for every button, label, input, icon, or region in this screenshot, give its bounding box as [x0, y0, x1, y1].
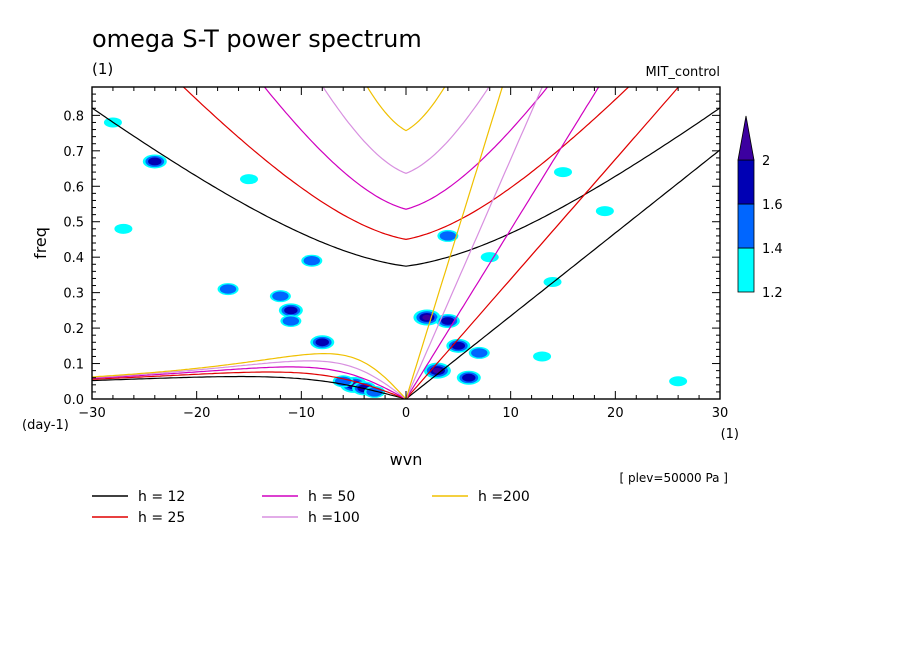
curve-rossby-h100: [92, 360, 407, 399]
curve-rossby-h50: [92, 366, 407, 399]
legend-label-h25: h = 25: [138, 510, 185, 526]
x-axis: −30 −20 −10 0 10 20 30: [78, 87, 728, 421]
spectral-peak-12-level-0: [114, 223, 133, 234]
curve-inertio-gravity-h100: [322, 87, 490, 174]
curve-inertio-gravity-h12: [92, 107, 720, 267]
x-axis-title: wvn: [390, 450, 423, 469]
x-tick-label: 20: [607, 406, 624, 421]
legend: h = 12 h = 25 h = 50 h =100 h =200: [92, 489, 530, 526]
x-tick-label: 10: [502, 406, 519, 421]
y-tick-label: 0.1: [63, 358, 84, 373]
curve-inertio-gravity-h50: [263, 87, 549, 210]
spectral-peak-21-level-0: [480, 252, 499, 263]
x-tick-label: −20: [183, 406, 210, 421]
spectral-peak-6-level-1: [282, 316, 300, 326]
y-tick-label: 0.3: [63, 287, 84, 302]
colorbar-label: 1.2: [762, 286, 783, 301]
x-unit-label: (1): [721, 427, 739, 442]
colorbar-label: 2: [762, 154, 770, 169]
y-tick-label: 0.4: [63, 251, 84, 266]
spectral-peak-9-level-1: [303, 256, 320, 266]
spectral-peak-8-level-2: [148, 157, 162, 166]
spectral-peak-19-level-1: [439, 231, 457, 241]
x-tick-label: 30: [712, 406, 729, 421]
spectral-peak-25-level-0: [669, 376, 688, 387]
legend-label-h200: h =200: [478, 489, 530, 505]
chart-title: omega S-T power spectrum: [92, 25, 422, 53]
legend-label-h12: h = 12: [138, 489, 185, 505]
y-tick-label: 0.0: [63, 393, 84, 408]
x-tick-label: −30: [78, 406, 105, 421]
spectral-peak-13-level-0: [240, 174, 258, 185]
plev-annotation: [ plev=50000 Pa ]: [619, 471, 728, 485]
x-tick-label: 0: [402, 406, 410, 421]
y-axis-title: freq: [31, 227, 50, 259]
y-tick-label: 0.6: [63, 180, 84, 195]
legend-label-h50: h = 50: [308, 489, 355, 505]
heatmap-layer: [103, 117, 688, 398]
legend-label-h100: h =100: [308, 510, 360, 526]
curve-kelvin-h50: [405, 87, 600, 399]
spectral-peak-17-level-3: [432, 367, 442, 374]
spectral-peak-14-level-3: [422, 314, 432, 321]
y-tick-label: 0.8: [63, 109, 84, 124]
curve-inertio-gravity-h200: [366, 87, 446, 132]
spectral-peak-16-level-2: [451, 341, 466, 350]
curve-kelvin-h12: [405, 149, 720, 399]
dispersion-curves-layer: [92, 87, 720, 399]
spectral-peak-24-level-0: [595, 206, 614, 217]
plot-frame: [91, 86, 721, 400]
y-axis: 0.0 0.1 0.2 0.3 0.4 0.5 0.6 0.7 0.8: [63, 93, 720, 408]
spectral-peak-18-level-2: [462, 373, 476, 382]
curve-rossby-h12: [92, 375, 407, 399]
curve-kelvin-h100: [405, 87, 543, 399]
spectral-peak-7-level-1: [272, 291, 289, 301]
spectral-peak-4-level-2: [315, 338, 329, 347]
y-unit-label: (day-1): [22, 418, 69, 433]
spectral-peak-15-level-2: [441, 317, 455, 325]
spectral-peak-22-level-0: [533, 351, 552, 362]
spectral-peak-23-level-0: [554, 167, 572, 178]
colorbar-label: 1.4: [762, 242, 783, 257]
x-tick-label: −10: [288, 406, 315, 421]
curve-kelvin-h200: [405, 87, 503, 399]
y-tick-label: 0.2: [63, 322, 84, 337]
curve-rossby-h25: [92, 371, 407, 399]
spectral-peak-20-level-1: [471, 348, 488, 358]
spectral-peak-5-level-2: [284, 306, 298, 315]
colorbar-segment: [737, 247, 755, 293]
colorbar: 1.2 1.4 1.6 2: [737, 115, 783, 301]
chart-subtitle-left: (1): [92, 60, 113, 78]
colorbar-extend-arrow: [737, 115, 755, 161]
curve-kelvin-h25: [405, 87, 680, 399]
colorbar-label: 1.6: [762, 198, 783, 213]
colorbar-segment: [737, 203, 755, 249]
chart-subtitle-right: MIT_control: [645, 65, 720, 80]
spectral-peak-10-level-1: [219, 284, 237, 294]
curve-inertio-gravity-h25: [182, 87, 630, 241]
curve-rossby-h200: [92, 353, 407, 399]
colorbar-segment: [737, 159, 755, 205]
y-tick-label: 0.7: [63, 145, 84, 160]
y-tick-label: 0.5: [63, 216, 84, 231]
